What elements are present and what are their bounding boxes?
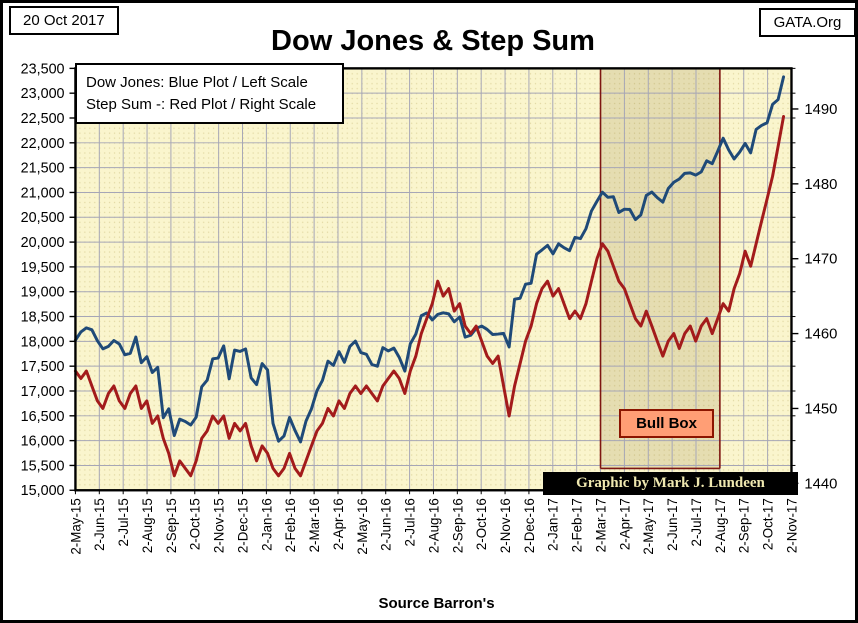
svg-text:2-Jun-15: 2-Jun-15	[92, 498, 107, 551]
left-axis-labels: 23,500 23,000 22,500 22,000 21,500 21,000 20,5…	[21, 61, 76, 499]
step-sum-line	[73, 115, 786, 478]
legend-dow-jones: Dow Jones: Blue Plot / Left Scale	[86, 74, 308, 91]
svg-text:2-Nov-16: 2-Nov-16	[498, 498, 513, 553]
svg-text:21,500: 21,500	[21, 161, 65, 177]
watermark-banner: Graphic by Mark J. Lundeen	[543, 472, 798, 495]
svg-text:2-Nov-15: 2-Nov-15	[212, 498, 227, 553]
svg-text:2-Aug-16: 2-Aug-16	[426, 498, 441, 553]
svg-text:21,000: 21,000	[21, 185, 65, 201]
svg-text:2-Jan-16: 2-Jan-16	[259, 498, 274, 551]
chart-title: Dow Jones & Step Sum	[271, 25, 595, 57]
svg-text:2-Dec-15: 2-Dec-15	[235, 498, 250, 553]
svg-text:16,000: 16,000	[21, 434, 65, 450]
svg-text:1470: 1470	[804, 252, 837, 268]
svg-text:2-Apr-17: 2-Apr-17	[617, 498, 632, 550]
svg-text:2-Jun-17: 2-Jun-17	[665, 498, 680, 551]
svg-text:2-Jul-16: 2-Jul-16	[403, 498, 418, 546]
svg-text:1450: 1450	[804, 401, 837, 417]
x-axis-labels: 2-May-15 2-Jun-15 2-Jul-15 2-Aug-15 2-Sep-15…	[68, 490, 799, 555]
svg-text:19,000: 19,000	[21, 285, 65, 301]
bull-box-border	[599, 68, 721, 470]
svg-text:2-Mar-16: 2-Mar-16	[307, 498, 322, 552]
date-box: 20 Oct 2017	[9, 6, 119, 35]
svg-text:2-Sep-17: 2-Sep-17	[737, 498, 752, 553]
source-caption: Source Barron's	[378, 595, 495, 612]
svg-text:2-Feb-17: 2-Feb-17	[570, 498, 585, 552]
svg-text:2-Aug-17: 2-Aug-17	[713, 498, 728, 553]
svg-text:19,500: 19,500	[21, 260, 65, 276]
svg-text:2-Oct-15: 2-Oct-15	[188, 498, 203, 550]
dow-stepsum-chart: 23,500 23,000 22,500 22,000 21,500 21,000 20,5…	[21, 61, 838, 555]
dow-jones-line	[73, 75, 786, 444]
svg-text:1460: 1460	[804, 327, 837, 343]
svg-text:2-Jul-17: 2-Jul-17	[689, 498, 704, 546]
svg-text:2-May-17: 2-May-17	[641, 498, 656, 554]
svg-text:2-Jul-15: 2-Jul-15	[116, 498, 131, 546]
svg-text:22,500: 22,500	[21, 111, 65, 127]
svg-text:2-Nov-17: 2-Nov-17	[784, 498, 799, 553]
svg-text:16,500: 16,500	[21, 409, 65, 425]
svg-text:20,000: 20,000	[21, 235, 65, 251]
gata-org-text: GATA.Org	[773, 14, 842, 31]
svg-text:17,000: 17,000	[21, 384, 65, 400]
svg-text:2-Apr-16: 2-Apr-16	[331, 498, 346, 550]
right-axis-labels: 1490 1480 1470 1460 1450 1440	[791, 67, 837, 492]
svg-text:18,000: 18,000	[21, 334, 65, 350]
gata-org-box: GATA.Org	[759, 8, 855, 37]
bull-box-region	[600, 68, 720, 469]
svg-text:20,500: 20,500	[21, 210, 65, 226]
svg-text:2-Mar-17: 2-Mar-17	[593, 498, 608, 552]
legend-box: Dow Jones: Blue Plot / Left Scale Step S…	[75, 63, 344, 125]
svg-text:2-Feb-16: 2-Feb-16	[283, 498, 298, 552]
svg-text:15,000: 15,000	[21, 483, 65, 499]
svg-text:2-Sep-16: 2-Sep-16	[450, 498, 465, 553]
svg-text:2-May-15: 2-May-15	[68, 498, 83, 554]
svg-text:18,500: 18,500	[21, 309, 65, 325]
svg-text:2-May-16: 2-May-16	[355, 498, 370, 554]
svg-text:23,500: 23,500	[21, 61, 65, 77]
legend-step-sum: Step Sum -: Red Plot / Right Scale	[86, 96, 317, 114]
svg-text:15,500: 15,500	[21, 458, 65, 474]
svg-text:2-Oct-16: 2-Oct-16	[474, 498, 489, 550]
svg-text:1490: 1490	[804, 102, 837, 118]
svg-text:2-Oct-17: 2-Oct-17	[761, 498, 776, 550]
svg-text:1480: 1480	[804, 177, 837, 193]
svg-text:2-Aug-15: 2-Aug-15	[140, 498, 155, 553]
svg-text:2-Sep-15: 2-Sep-15	[164, 498, 179, 553]
svg-text:1440: 1440	[804, 476, 837, 492]
svg-text:23,000: 23,000	[21, 86, 65, 102]
svg-text:22,000: 22,000	[21, 136, 65, 152]
svg-text:2-Dec-16: 2-Dec-16	[522, 498, 537, 553]
svg-text:17,500: 17,500	[21, 359, 65, 375]
svg-text:2-Jan-17: 2-Jan-17	[546, 498, 561, 551]
date-text: 20 Oct 2017	[23, 12, 105, 29]
bull-box-label: Bull Box	[619, 409, 714, 438]
svg-text:2-Jun-16: 2-Jun-16	[379, 498, 394, 551]
